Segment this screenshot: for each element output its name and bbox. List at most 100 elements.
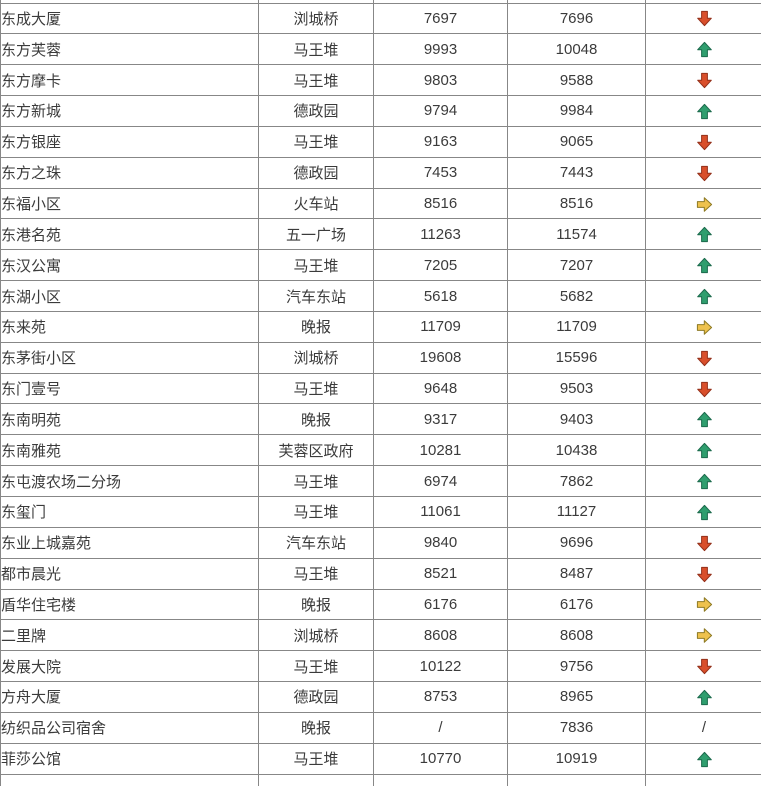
table-row: 纺织品公司宿舍 晚报/7836/ — [0, 711, 761, 744]
trend-cell — [645, 434, 761, 467]
price-2-cell: 10919 — [507, 742, 646, 775]
district-cell: 马王堆 — [258, 249, 374, 282]
community-name-cell: 东方银座 — [0, 125, 259, 158]
trend-cell — [645, 588, 761, 621]
table-row: 东方芙蓉 马王堆 9993 10048 — [0, 33, 761, 66]
price-1-cell: / — [373, 711, 508, 744]
community-name-cell: 东来苑 — [0, 310, 259, 343]
community-name-cell: 东南明苑 — [0, 403, 259, 436]
district-cell: 火车站 — [258, 187, 374, 220]
price-1-cell: 7697 — [373, 2, 508, 35]
price-1-cell: 7453 — [373, 156, 508, 189]
price-2-cell: 11709 — [507, 310, 646, 343]
price-2-cell: 15596 — [507, 341, 646, 374]
price-2-cell: 9588 — [507, 64, 646, 97]
price-1-cell: 19608 — [373, 341, 508, 374]
community-name-cell: 方舟大厦 — [0, 681, 259, 713]
up-arrow-icon — [696, 473, 712, 490]
up-arrow-icon — [696, 103, 712, 120]
down-arrow-icon — [696, 73, 712, 89]
table-row: 菲莎公馆 马王堆 10770 10919 — [0, 742, 761, 775]
price-2-cell: 9503 — [507, 372, 646, 405]
community-name-cell: 东港名苑 — [0, 218, 259, 251]
price-1-cell: 6176 — [373, 588, 508, 621]
table-row: 东方摩卡 马王堆 9803 9588 — [0, 64, 761, 97]
trend-cell — [645, 742, 761, 775]
community-name-cell: 盾华住宅楼 — [0, 588, 259, 621]
right-arrow-icon — [696, 628, 712, 644]
table-row: 东玺门 马王堆 11061 11127 — [0, 496, 761, 528]
price-1-cell: 10122 — [373, 650, 508, 683]
up-arrow-icon — [696, 288, 712, 305]
district-cell: 汽车东站 — [258, 280, 374, 312]
trend-cell — [645, 33, 761, 66]
price-2-cell: 6176 — [507, 588, 646, 621]
empty-cell — [645, 773, 761, 786]
table-row: 东成大厦 浏城桥 7697 7696 — [0, 2, 761, 35]
price-1-cell: 10281 — [373, 434, 508, 467]
community-name-cell: 都市晨光 — [0, 557, 259, 590]
district-cell: 晚报 — [258, 310, 374, 343]
table-row: 都市晨光 马王堆 8521 8487 — [0, 557, 761, 590]
district-cell: 马王堆 — [258, 742, 374, 775]
community-name-cell: 东汉公寓 — [0, 249, 259, 282]
up-arrow-icon — [696, 443, 712, 459]
price-1-cell: 9648 — [373, 372, 508, 405]
up-arrow-icon — [696, 258, 712, 274]
trend-cell — [645, 249, 761, 282]
empty-cell — [0, 773, 259, 786]
down-arrow-icon — [696, 11, 712, 27]
community-name-cell: 二里牌 — [0, 619, 259, 652]
district-cell: 马王堆 — [258, 372, 374, 405]
trend-cell — [645, 372, 761, 405]
partial-row-top — [0, 0, 761, 4]
community-name-cell: 东方新城 — [0, 95, 259, 127]
trend-cell — [645, 156, 761, 189]
district-cell: 马王堆 — [258, 496, 374, 528]
table-row: 东方之珠 德政园 7453 7443 — [0, 156, 761, 189]
district-cell: 马王堆 — [258, 465, 374, 497]
trend-cell — [645, 2, 761, 35]
trend-cell — [645, 650, 761, 683]
price-2-cell: 9984 — [507, 95, 646, 127]
district-cell: 五一广场 — [258, 218, 374, 251]
price-1-cell: 8608 — [373, 619, 508, 652]
trend-cell — [645, 187, 761, 220]
right-arrow-icon — [696, 597, 712, 613]
table-row: 盾华住宅楼 晚报 6176 6176 — [0, 588, 761, 621]
community-name-cell: 东成大厦 — [0, 2, 259, 35]
community-name-cell: 东方芙蓉 — [0, 33, 259, 66]
price-2-cell: 11574 — [507, 218, 646, 251]
community-name-cell: 东湖小区 — [0, 280, 259, 312]
down-arrow-icon — [696, 566, 712, 582]
down-arrow-icon — [696, 535, 712, 551]
district-cell: 晚报 — [258, 403, 374, 436]
price-1-cell: 8516 — [373, 187, 508, 220]
price-1-cell: 9993 — [373, 33, 508, 66]
community-name-cell: 菲莎公馆 — [0, 742, 259, 775]
trend-cell — [645, 526, 761, 559]
up-arrow-icon — [696, 751, 712, 767]
price-1-cell: 7205 — [373, 249, 508, 282]
table-row: 东汉公寓 马王堆 7205 7207 — [0, 249, 761, 282]
price-1-cell: 9317 — [373, 403, 508, 436]
community-name-cell: 发展大院 — [0, 650, 259, 683]
district-cell: 晚报 — [258, 588, 374, 621]
price-2-cell: 8608 — [507, 619, 646, 652]
table-row: 东来苑 晚报 11709 11709 — [0, 310, 761, 343]
price-2-cell: 8487 — [507, 557, 646, 590]
price-2-cell: 8965 — [507, 681, 646, 713]
price-1-cell: 11709 — [373, 310, 508, 343]
price-2-cell: 9065 — [507, 125, 646, 158]
trend-cell — [645, 619, 761, 652]
price-2-cell: 10438 — [507, 434, 646, 467]
district-cell: 马王堆 — [258, 33, 374, 66]
price-2-cell: 8516 — [507, 187, 646, 220]
price-1-cell: 11263 — [373, 218, 508, 251]
table-row: 东方银座 马王堆 9163 9065 — [0, 125, 761, 158]
table-row: 方舟大厦 德政园 8753 8965 — [0, 681, 761, 713]
table-row: 东南雅苑 芙蓉区政府 10281 10438 — [0, 434, 761, 467]
up-arrow-icon — [696, 504, 712, 521]
table-row: 东南明苑 晚报 9317 9403 — [0, 403, 761, 436]
community-name-cell: 纺织品公司宿舍 — [0, 711, 259, 744]
